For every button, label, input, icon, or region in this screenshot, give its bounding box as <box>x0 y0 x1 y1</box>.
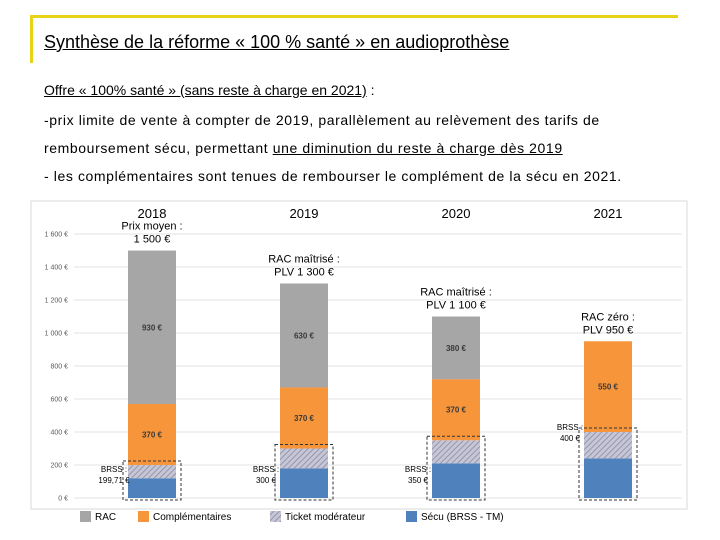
bar-ticket-2019 <box>280 448 328 469</box>
annotation-2018: Prix moyen : <box>121 221 182 233</box>
brss-box-2018 <box>122 460 182 501</box>
annotation-2021: RAC zéro : <box>581 311 635 323</box>
bar-complementaires-2018 <box>128 403 176 466</box>
y-tick-label: 1 000 € <box>45 331 68 338</box>
value-label-rac-2018: 930 € <box>142 323 163 332</box>
bar-complementaires-2020 <box>432 379 480 441</box>
bar-secu-2021 <box>584 458 632 498</box>
stacked-bar-chart: 0 € 200 € 400 € 600 € 800 € 1 000 € 1 200 € 1 4… <box>30 200 688 538</box>
annotation-2020: RAC maîtrisé : <box>420 287 492 299</box>
bar-secu-2019 <box>280 468 328 498</box>
year-label-2021: 2021 <box>594 206 623 221</box>
brss-label-2018: 199,71 € <box>98 476 130 485</box>
legend-swatch-rac <box>80 511 91 522</box>
brss-label-2019: 300 € <box>256 476 277 485</box>
y-tick-label: 800 € <box>50 364 68 371</box>
value-label-complementaires-2018: 370 € <box>142 431 163 440</box>
frame-top-border <box>30 15 678 18</box>
year-label-2020: 2020 <box>442 206 471 221</box>
bar-ticket-2018 <box>128 465 176 479</box>
legend-swatch-secu <box>406 511 417 522</box>
bar-complementaires-2019 <box>280 387 328 449</box>
bullet-complementaires: - les complémentaires sont tenues de rem… <box>44 168 622 184</box>
bar-rac-2019 <box>280 283 328 388</box>
y-tick-label: 200 € <box>50 463 68 470</box>
y-tick-label: 1 600 € <box>45 232 68 239</box>
bullet-price-limit: -prix limite de vente à compter de 2019,… <box>44 112 600 128</box>
offer-heading-colon: : <box>366 82 375 98</box>
year-label-2018: 2018 <box>138 206 167 221</box>
bar-secu-2018 <box>128 478 176 498</box>
brss-label-2018: BRSS : <box>101 465 127 474</box>
value-label-complementaires-2019: 370 € <box>294 414 315 423</box>
y-tick-label: 400 € <box>50 430 68 437</box>
value-label-complementaires-2021: 550 € <box>598 383 619 392</box>
annotation-2019: PLV 1 300 € <box>274 267 334 279</box>
frame-left-border <box>30 15 33 63</box>
brss-label-2020: BRSS : <box>405 465 431 474</box>
legend-label-rac: RAC <box>95 512 116 523</box>
chart-border <box>30 200 688 510</box>
bar-secu-2020 <box>432 463 480 498</box>
value-label-rac-2020: 380 € <box>446 344 467 353</box>
bar-ticket-2021 <box>584 432 632 459</box>
legend-swatch-ticket <box>270 511 281 522</box>
y-tick-label: 1 400 € <box>45 265 68 272</box>
bar-ticket-2020 <box>432 440 480 464</box>
annotation-2019: RAC maîtrisé : <box>268 254 340 266</box>
bullet-text: remboursement sécu, permettant <box>44 140 273 156</box>
offer-heading-underlined: Offre « 100% santé » (sans reste à charg… <box>44 82 367 98</box>
annotation-2018: 1 500 € <box>134 234 171 246</box>
brss-label-2021: 400 € <box>560 434 581 443</box>
y-tick-label: 600 € <box>50 397 68 404</box>
slide-title: Synthèse de la réforme « 100 % santé » e… <box>44 32 510 52</box>
legend-label-complementaires: Complémentaires <box>153 512 231 523</box>
year-label-2019: 2019 <box>290 206 319 221</box>
brss-label-2019: BRSS : <box>253 465 279 474</box>
y-tick-label: 0 € <box>58 496 68 503</box>
bar-rac-2018 <box>128 250 176 404</box>
bullet-price-limit-continued: remboursement sécu, permettant une dimin… <box>44 140 563 156</box>
annotation-2020: PLV 1 100 € <box>426 300 486 312</box>
bullet-underlined-text: une diminution du reste à charge dès 201… <box>272 140 563 156</box>
legend-label-secu: Sécu (BRSS - TM) <box>421 512 504 523</box>
brss-box-2020 <box>426 435 486 501</box>
annotation-2021: PLV 950 € <box>583 324 634 336</box>
bar-complementaires-2021 <box>584 341 632 432</box>
value-label-complementaires-2020: 370 € <box>446 406 467 415</box>
brss-label-2020: 350 € <box>408 476 429 485</box>
legend-label-ticket: Ticket modérateur <box>285 512 366 523</box>
legend-swatch-complementaires <box>138 511 149 522</box>
brss-label-2021: BRSS : <box>557 423 583 432</box>
bar-rac-2020 <box>432 316 480 380</box>
chart-svg: 0 € 200 € 400 € 600 € 800 € 1 000 € 1 200 € 1 4… <box>30 200 688 523</box>
brss-box-2019 <box>274 444 334 501</box>
y-tick-label: 1 200 € <box>45 298 68 305</box>
offer-heading: Offre « 100% santé » (sans reste à charg… <box>44 82 375 98</box>
value-label-rac-2019: 630 € <box>294 331 315 340</box>
